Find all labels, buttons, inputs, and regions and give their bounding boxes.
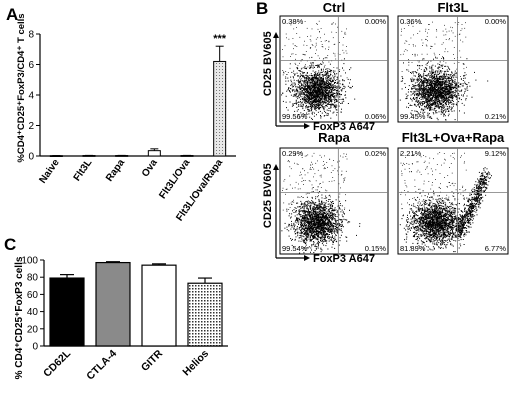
quadrant-ur-value: 0.00% — [365, 17, 387, 26]
chart-c-ytick-label: 60 — [27, 290, 39, 301]
dot-plot: Rapa 0.29% 0.02% 99.54% 0.15%FoxP3 A647 CD25 … — [262, 130, 389, 265]
chart-c-category-label: CTLA-4 — [84, 348, 119, 383]
dot-plot-title: Flt3L+Ova+Rapa — [402, 130, 505, 145]
dot-plot-axis-arrows: FoxP3 A647 CD25 BV605 — [262, 31, 375, 133]
dot-plot-events — [399, 152, 492, 253]
chart-c-ylabel: % CD4⁺CD25⁺FoxP3 cells — [14, 256, 25, 379]
chart-a-category-label: Flt3L — [72, 157, 95, 183]
chart-a-ytick-label: 6 — [28, 60, 34, 71]
quadrant-lr-value: 6.77% — [485, 244, 507, 253]
chart-c-ytick-label: 0 — [32, 342, 38, 353]
dot-plot-events — [281, 20, 356, 120]
y-arrow-head — [273, 32, 279, 38]
dot-plot-frame — [279, 147, 389, 255]
chart-c-bar — [95, 261, 131, 347]
dot-plot: Ctrl 0.38% 0.00% 99.56% 0.06%FoxP3 A647 CD25 … — [262, 0, 389, 133]
chart-c: % CD4⁺CD25⁺FoxP3 cells 0 20 40 60 80 100 CD62… — [14, 256, 228, 383]
chart-c-ytick-label: 20 — [27, 324, 39, 335]
chart-a-ytick-label: 0 — [28, 152, 34, 163]
chart-c-bar — [187, 282, 223, 347]
chart-a-ytick-label: 4 — [28, 91, 34, 102]
quadrant-ll-value: 99.56% — [282, 112, 308, 121]
chart-a-axes: 0 2 4 6 8 — [28, 30, 236, 163]
chart-a-ytick-label: 8 — [28, 30, 34, 41]
chart-c-bars — [49, 261, 223, 347]
chart-c-bar — [141, 264, 177, 347]
chart-a-bars: *** — [49, 33, 227, 157]
quadrant-ll-value: 99.45% — [400, 112, 426, 121]
dot-plot-xlabel: FoxP3 A647 — [313, 253, 375, 265]
quadrant-ul-value: 0.29% — [282, 149, 304, 158]
panel-letter-c: C — [4, 235, 16, 254]
chart-a: %CD4⁺CD25⁺FoxP3/CD4⁺ T cells 0 2 4 6 8 *** N… — [16, 13, 236, 223]
dot-plot-xlabel: FoxP3 A647 — [313, 121, 375, 133]
chart-c-category-label: GITR — [139, 347, 166, 374]
dot-plot: Flt3L+Ova+Rapa 2.21% 9.12% 81.89% 6.77% — [397, 130, 509, 255]
panel-letter-a: A — [6, 5, 18, 24]
chart-c-category-label: Helios — [180, 348, 211, 379]
dot-plot-ylabel: CD25 BV605 — [262, 163, 274, 228]
dot-plot-title: Ctrl — [323, 0, 345, 15]
chart-c-ytick-label: 40 — [27, 307, 39, 318]
chart-c-category-labels: CD62L CTLA-4 GITR Helios — [41, 347, 211, 382]
quadrant-ur-value: 9.12% — [485, 149, 507, 158]
chart-a-ytick-label: 2 — [28, 121, 34, 132]
chart-c-bar — [49, 277, 85, 347]
dot-plot-events — [399, 21, 489, 121]
quadrant-ll-value: 81.89% — [400, 244, 426, 253]
chart-c-ytick-label: 80 — [27, 273, 39, 284]
quadrant-ul-value: 0.36% — [400, 17, 422, 26]
dot-plot-axis-arrows: FoxP3 A647 CD25 BV605 — [262, 163, 375, 265]
quadrant-lr-value: 0.06% — [365, 112, 387, 121]
dot-plot: Flt3L 0.36% 0.00% 99.45% 0.21% — [397, 0, 509, 123]
quadrant-lr-value: 0.15% — [365, 244, 387, 253]
chart-a-significance-label: *** — [213, 33, 227, 45]
quadrant-ll-value: 99.54% — [282, 244, 308, 253]
dot-plot-events — [281, 152, 361, 254]
chart-a-category-label: Flt3L/Ova — [157, 157, 192, 201]
chart-a-category-label: Naive — [37, 157, 62, 186]
quadrant-ur-value: 0.02% — [365, 149, 387, 158]
x-arrow-head — [304, 123, 310, 129]
quadrant-ul-value: 0.38% — [282, 17, 304, 26]
chart-a-ylabel: %CD4⁺CD25⁺FoxP3/CD4⁺ T cells — [16, 13, 27, 162]
x-arrow-head — [304, 255, 310, 261]
quadrant-lr-value: 0.21% — [485, 112, 507, 121]
dot-plot-frame — [279, 15, 389, 123]
chart-a-bar — [147, 150, 161, 157]
dot-plot-ylabel: CD25 BV605 — [262, 31, 274, 96]
y-arrow-head — [273, 164, 279, 170]
quadrant-ur-value: 0.00% — [485, 17, 507, 26]
dot-plot-frame — [397, 147, 509, 255]
quadrant-ul-value: 2.21% — [400, 149, 422, 158]
dot-plot-frame — [397, 15, 509, 123]
dot-plot-title: Flt3L — [437, 0, 468, 15]
chart-a-category-label: Ova — [140, 157, 160, 179]
chart-a-category-label: Rapa — [104, 157, 127, 184]
chart-a-bar — [213, 60, 227, 157]
chart-c-category-label: CD62L — [41, 347, 73, 379]
panel-letter-b: B — [256, 0, 268, 18]
dot-plot-title: Rapa — [318, 130, 351, 145]
chart-c-ytick-label: 100 — [21, 256, 38, 267]
